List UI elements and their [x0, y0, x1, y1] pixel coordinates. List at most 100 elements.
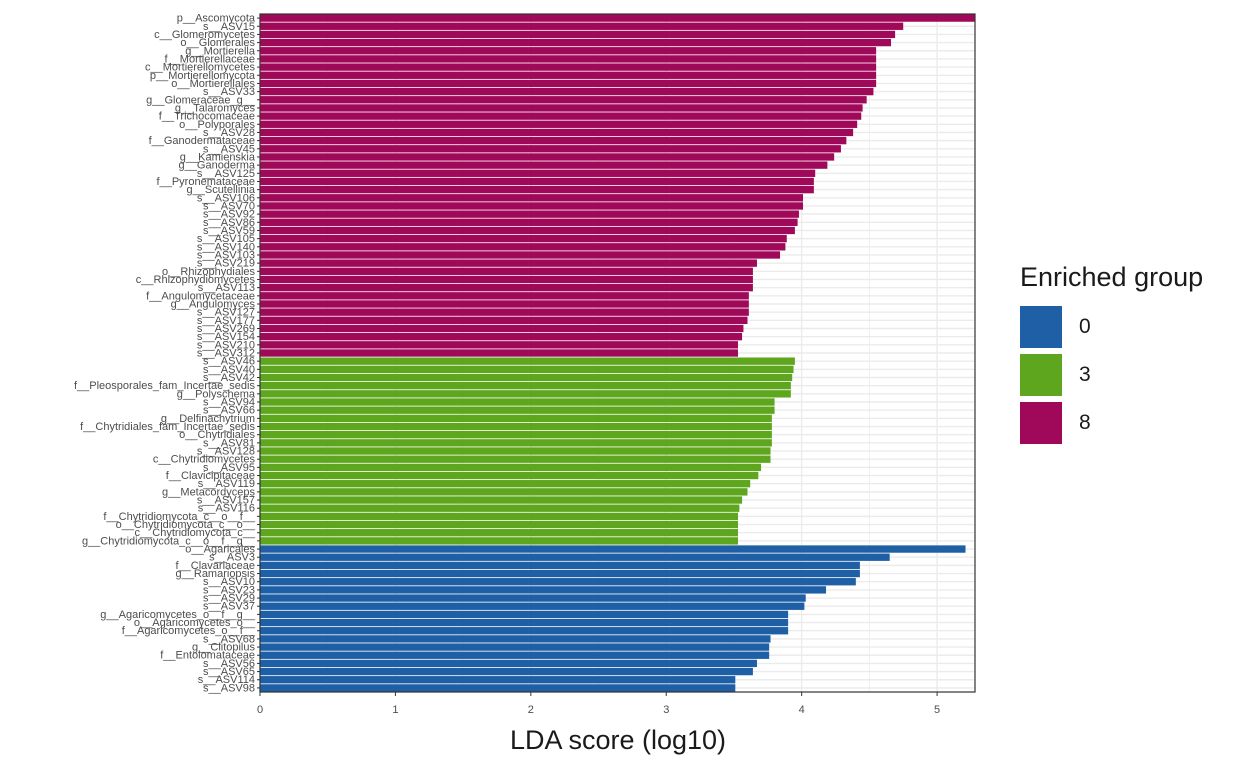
bar — [260, 22, 904, 30]
y-tick-label: g__Metacordyceps — [162, 486, 255, 498]
legend-swatch-0 — [1020, 306, 1062, 348]
bar — [260, 185, 814, 194]
y-tick-label: s__ASV154 — [197, 331, 255, 343]
legend-item-8: 8 — [1020, 399, 1203, 447]
bar — [260, 96, 867, 104]
bar — [260, 341, 739, 349]
bar — [260, 471, 759, 480]
bar — [260, 30, 896, 39]
bar — [260, 169, 816, 177]
y-tick-label: g__Agaricomycetes_o__f__g__ — [100, 609, 256, 621]
bar — [260, 251, 780, 259]
y-tick-label: o__Chytridiomycota_c__o__ — [116, 519, 256, 531]
y-tick-label: f__Trichocomaceae — [159, 111, 255, 123]
y-tick-label: s__ASV127 — [197, 307, 255, 319]
x-tick-label: 1 — [392, 704, 398, 716]
y-tick-label: s__ASV33 — [203, 86, 255, 98]
y-tick-label: g__Delfinachytrium — [161, 413, 255, 425]
bar — [260, 332, 743, 341]
bar — [260, 112, 862, 120]
y-tick-label: g__Mortierella — [185, 45, 256, 57]
y-tick-label: s__ASV37 — [203, 601, 255, 613]
y-tick-label: s__ASV119 — [198, 478, 255, 490]
y-tick-label: s__ASV3 — [209, 552, 255, 564]
bar — [260, 463, 762, 472]
y-tick-label: s__ASV94 — [203, 397, 255, 409]
y-tick-label: s__ASV140 — [197, 241, 255, 253]
bar — [260, 259, 757, 267]
bar — [260, 520, 739, 529]
y-tick-label: s__ASV113 — [198, 282, 255, 294]
legend-item-0: 0 — [1020, 303, 1203, 351]
x-axis: 0 1 2 3 4 5 — [257, 692, 940, 716]
bar — [260, 357, 795, 365]
bar — [260, 316, 748, 325]
y-tick-label: g__Scutellinia — [187, 184, 256, 196]
y-tick-label: s__ASV177 — [197, 315, 255, 327]
bar — [260, 79, 877, 88]
bar — [260, 569, 860, 578]
bar — [260, 586, 827, 594]
bar — [260, 373, 793, 382]
bar — [260, 504, 740, 512]
plot-border — [259, 13, 976, 693]
y-tick-label: s__ASV42 — [203, 372, 255, 384]
bar — [260, 275, 753, 284]
bar — [260, 537, 739, 545]
y-tick-label: s__ASV210 — [197, 339, 255, 351]
y-tick-label: s__ASV81 — [203, 437, 255, 449]
legend-label-3: 3 — [1079, 363, 1091, 386]
y-tick-label: s__ASV125 — [197, 168, 255, 180]
y-tick-label: s__ASV103 — [197, 249, 255, 261]
x-axis-title: LDA score (log10) — [510, 725, 726, 755]
legend-swatch-8 — [1020, 402, 1062, 444]
bar — [260, 602, 805, 610]
bar — [260, 553, 890, 561]
bar — [260, 618, 789, 627]
legend-title: Enriched group — [1020, 262, 1204, 292]
bar — [260, 684, 736, 692]
bar — [260, 283, 753, 292]
y-tick-label: c__Mortierellomycetes — [145, 62, 256, 74]
bar — [260, 578, 856, 586]
bar — [260, 431, 772, 439]
bar — [260, 308, 749, 316]
bar — [260, 136, 847, 145]
bar — [260, 14, 975, 22]
y-tick-label: s__ASV157 — [197, 495, 255, 507]
y-tick-label: f__Clavariaceae — [176, 560, 256, 572]
y-tick-label: s__ASV56 — [203, 658, 255, 670]
bar — [260, 128, 854, 137]
y-tick-label: s__ASV15 — [203, 21, 255, 33]
y-tick-label: g__Chytridiomycota_c__o__f__g__ — [82, 535, 256, 547]
bar — [260, 63, 877, 71]
y-tick-label: s__ASV106 — [197, 192, 255, 204]
y-tick-label: s__ASV46 — [203, 356, 255, 368]
y-tick-label: o__Chytridiales — [179, 429, 255, 441]
y-tick-label: p__Mortierellomycota — [150, 70, 256, 82]
legend-label-8: 8 — [1079, 411, 1091, 434]
bar — [260, 488, 748, 496]
y-tick-label: f__Mortierellaceae — [165, 53, 256, 65]
y-tick-label: f__Chytridiomycota_c__o__f__ — [103, 511, 256, 523]
y-tick-label: o__Agaricomycetes_o__ — [134, 617, 256, 629]
bar — [260, 667, 753, 676]
bar — [260, 120, 858, 128]
y-tick-label: s__ASV269 — [197, 323, 255, 335]
y-tick-label: s__ASV116 — [198, 503, 255, 515]
y-tick-label: f__Ganodermataceae — [149, 135, 255, 147]
y-tick-label: o__Glomerales — [180, 37, 255, 49]
bar — [260, 561, 860, 570]
y-tick-label: f__Agaricomycetes_o__f__ — [122, 625, 256, 637]
bar — [260, 267, 753, 275]
y-axis-labels: p__Ascomycotas__ASV15c__Glomeromyceteso_… — [74, 13, 260, 694]
y-tick-label: s__ASV65 — [203, 666, 255, 678]
x-tick-label: 3 — [663, 704, 669, 716]
y-tick-label: s__ASV59 — [203, 225, 255, 237]
y-tick-label: g__Angulomyces — [171, 298, 256, 310]
bar — [260, 300, 749, 308]
y-tick-label: s__ASV45 — [203, 143, 255, 155]
bar — [260, 635, 771, 643]
bar — [260, 234, 787, 243]
